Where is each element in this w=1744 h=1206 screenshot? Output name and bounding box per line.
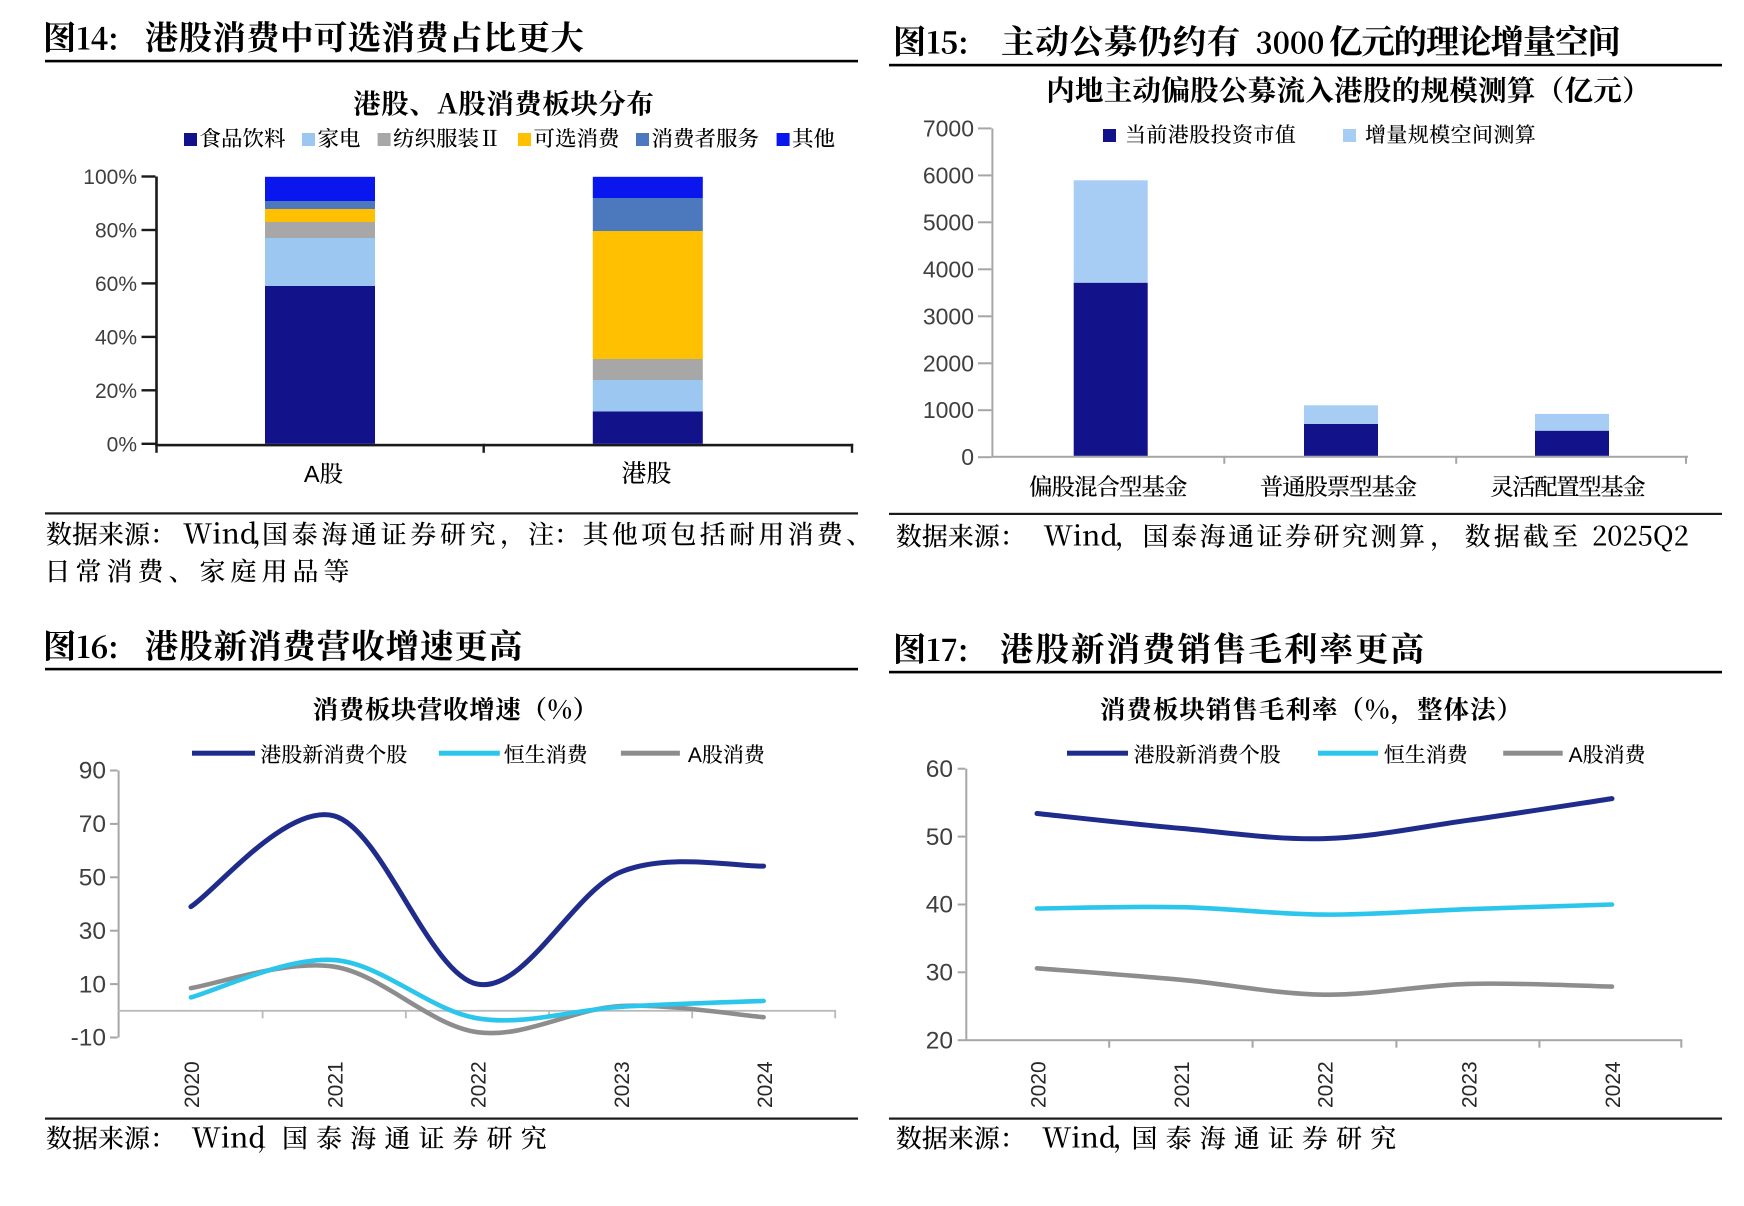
svg-text:2024: 2024 — [1602, 1061, 1625, 1108]
svg-text:3000: 3000 — [923, 303, 974, 329]
svg-text:2021: 2021 — [325, 1061, 348, 1108]
svg-text:1000: 1000 — [923, 397, 974, 423]
svg-text:2024: 2024 — [754, 1061, 777, 1108]
svg-text:2020: 2020 — [181, 1061, 204, 1108]
svg-text:60: 60 — [926, 756, 953, 783]
svg-text:2021: 2021 — [1171, 1061, 1194, 1108]
svg-text:100%: 100% — [83, 166, 137, 189]
svg-text:40%: 40% — [95, 326, 137, 349]
svg-text:90: 90 — [79, 758, 106, 785]
svg-text:20%: 20% — [95, 380, 137, 403]
svg-text:7000: 7000 — [923, 115, 974, 141]
svg-text:50: 50 — [926, 824, 953, 851]
svg-text:40: 40 — [926, 892, 953, 919]
svg-text:70: 70 — [79, 811, 106, 838]
svg-text:4000: 4000 — [923, 256, 974, 282]
svg-text:0%: 0% — [107, 433, 137, 456]
svg-text:6000: 6000 — [923, 162, 974, 188]
svg-text:30: 30 — [79, 918, 106, 945]
svg-text:2023: 2023 — [611, 1061, 634, 1108]
svg-text:2023: 2023 — [1458, 1061, 1481, 1108]
svg-text:2000: 2000 — [923, 350, 974, 376]
svg-text:10: 10 — [79, 971, 106, 998]
svg-text:30: 30 — [926, 960, 953, 987]
svg-text:-10: -10 — [71, 1025, 106, 1052]
svg-text:20: 20 — [926, 1027, 953, 1054]
svg-text:0: 0 — [961, 444, 974, 470]
svg-text:50: 50 — [79, 865, 106, 892]
svg-text:2022: 2022 — [468, 1061, 491, 1108]
svg-text:5000: 5000 — [923, 209, 974, 235]
svg-text:80%: 80% — [95, 220, 137, 243]
svg-text:2022: 2022 — [1315, 1061, 1338, 1108]
svg-text:2020: 2020 — [1027, 1061, 1050, 1108]
svg-text:60%: 60% — [95, 273, 137, 296]
